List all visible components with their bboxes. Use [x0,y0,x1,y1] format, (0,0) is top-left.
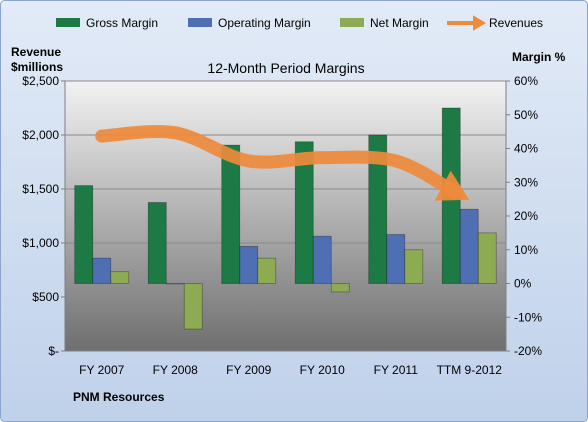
revenue-arrowhead [434,170,470,201]
bar-net-margin [183,283,203,330]
right-tick-label: -10% [514,310,542,324]
bar-gross-margin [294,141,314,284]
company-name: PNM Resources [73,390,165,404]
bar-operating-margin [239,245,259,284]
right-tick-label: 20% [514,209,538,223]
right-tick-label: 50% [514,108,538,122]
legend-swatch-net-margin [340,18,364,27]
revenue-line [95,125,462,199]
legend-label-operating-margin: Operating Margin [218,16,311,30]
right-tick-label: 0% [514,277,532,291]
legend-item-gross-margin: Gross Margin [56,16,158,30]
legend-item-revenues: Revenues [447,15,543,31]
category-label: FY 2010 [300,363,345,377]
legend-label-revenues: Revenues [489,16,543,30]
left-axis-title-line1: Revenue [11,45,61,59]
left-tick-label: $- [48,344,59,358]
right-tick-label: 10% [514,243,538,257]
revenue-line-layer [95,125,470,201]
bar-operating-margin [312,235,332,284]
bar-net-margin [404,249,424,284]
plot-area [65,81,506,351]
bar-net-margin [477,232,497,284]
bar-operating-margin [92,257,112,284]
category-label: FY 2009 [226,363,271,377]
right-tick-label: 30% [514,175,538,189]
bar-operating-margin [165,283,185,285]
left-tick-label: $1,500 [22,182,59,196]
bar-gross-margin [368,134,388,284]
legend-label-net-margin: Net Margin [370,16,429,30]
category-label: FY 2011 [374,363,419,377]
legend: Gross Margin Operating Margin Net Margin… [56,15,543,31]
chart-title: 12-Month Period Margins [207,60,364,76]
right-tick-label: 60% [514,74,538,88]
left-tick-label: $500 [32,290,59,304]
bar-net-margin [110,271,130,284]
legend-item-operating-margin: Operating Margin [188,16,311,30]
right-tick-label: -20% [514,344,542,358]
bar-operating-margin [386,234,406,284]
bar-operating-margin [459,208,479,284]
legend-item-net-margin: Net Margin [340,16,429,30]
bar-gross-margin [147,202,167,284]
legend-swatch-operating-margin [188,18,212,27]
axis-layer: $- $500 $1,000 $1,500 $2,000 $2,500 -20% -10% 0%… [22,74,542,377]
bar-gross-margin [221,144,241,284]
category-label: FY 2008 [153,363,198,377]
legend-swatch-gross-margin [56,18,80,27]
bar-net-margin [330,283,350,293]
right-axis-title: Margin % [512,50,566,64]
left-tick-label: $1,000 [22,236,59,250]
category-label: TTM 9-2012 [437,363,503,377]
right-tick-label: 40% [514,142,538,156]
legend-label-gross-margin: Gross Margin [86,16,158,30]
category-label: FY 2007 [79,363,124,377]
bar-gross-margin [74,185,94,284]
left-tick-label: $2,500 [22,74,59,88]
left-tick-label: $2,000 [22,128,59,142]
left-axis-title-line2: $millions [11,60,63,74]
bars-layer [74,107,497,330]
bar-net-margin [257,257,277,284]
legend-arrow-revenues [447,15,486,31]
